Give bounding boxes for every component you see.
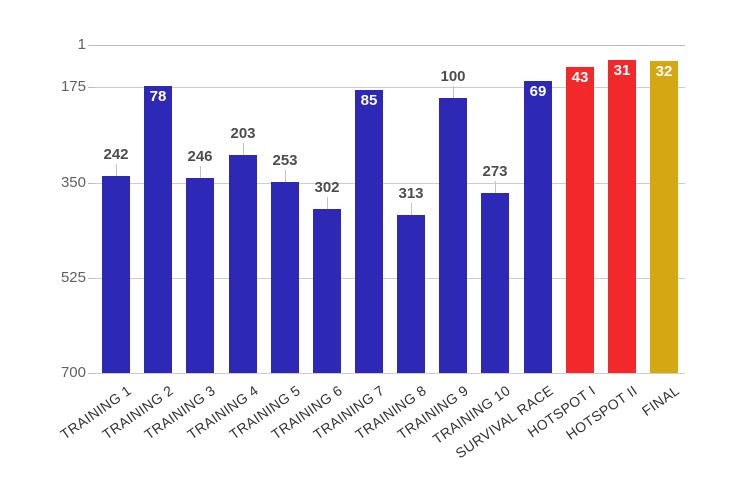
value-label-training-8: 313 — [398, 185, 424, 202]
y-tick-mark-1 — [88, 45, 95, 46]
y-tick-mark-175 — [88, 87, 95, 88]
y-tick-label-700: 700 — [60, 364, 86, 381]
bar-hotspot-ii — [608, 60, 636, 373]
value-label-training-9: 100 — [440, 68, 466, 85]
value-label-training-4: 203 — [230, 125, 256, 142]
leader-training-4 — [243, 143, 244, 155]
y-tick-label-1: 1 — [77, 36, 86, 53]
gridline-350 — [95, 183, 685, 184]
bar-training-6 — [313, 209, 341, 373]
leader-training-3 — [200, 166, 201, 178]
bar-training-4 — [229, 155, 257, 373]
y-tick-label-350: 350 — [60, 174, 86, 191]
leader-training-9 — [453, 86, 454, 98]
value-label-training-1: 242 — [103, 146, 129, 163]
gridline-700 — [95, 373, 685, 374]
bar-training-10 — [481, 193, 509, 373]
bar-survival-race — [524, 81, 552, 373]
y-tick-mark-350 — [88, 183, 95, 184]
bar-training-2 — [144, 86, 172, 373]
bar-training-8 — [397, 215, 425, 373]
value-label-training-10: 273 — [482, 163, 508, 180]
value-label-hotspot-i: 43 — [571, 69, 589, 86]
value-label-final: 32 — [655, 63, 673, 80]
leader-training-5 — [285, 170, 286, 182]
bar-final — [650, 61, 678, 373]
gridline-175 — [95, 87, 685, 88]
y-tick-mark-700 — [88, 373, 95, 374]
value-label-hotspot-ii: 31 — [613, 62, 631, 79]
gridline-525 — [95, 278, 685, 279]
bar-training-1 — [102, 176, 130, 373]
y-tick-label-175: 175 — [60, 78, 86, 95]
value-label-training-5: 253 — [272, 152, 298, 169]
bar-training-3 — [186, 178, 214, 373]
leader-training-1 — [116, 164, 117, 176]
value-label-training-2: 78 — [149, 88, 167, 105]
y-tick-mark-525 — [88, 278, 95, 279]
y-tick-label-525: 525 — [60, 269, 86, 286]
value-label-survival-race: 69 — [529, 83, 547, 100]
bar-training-7 — [355, 90, 383, 373]
bar-training-5 — [271, 182, 299, 373]
value-label-training-6: 302 — [314, 179, 340, 196]
leader-training-10 — [495, 181, 496, 193]
bar-hotspot-i — [566, 67, 594, 373]
leader-training-6 — [327, 197, 328, 209]
value-label-training-7: 85 — [360, 92, 378, 109]
gridline-1 — [95, 45, 685, 46]
bar-training-9 — [439, 98, 467, 373]
leader-training-8 — [411, 203, 412, 215]
value-label-training-3: 246 — [187, 148, 213, 165]
